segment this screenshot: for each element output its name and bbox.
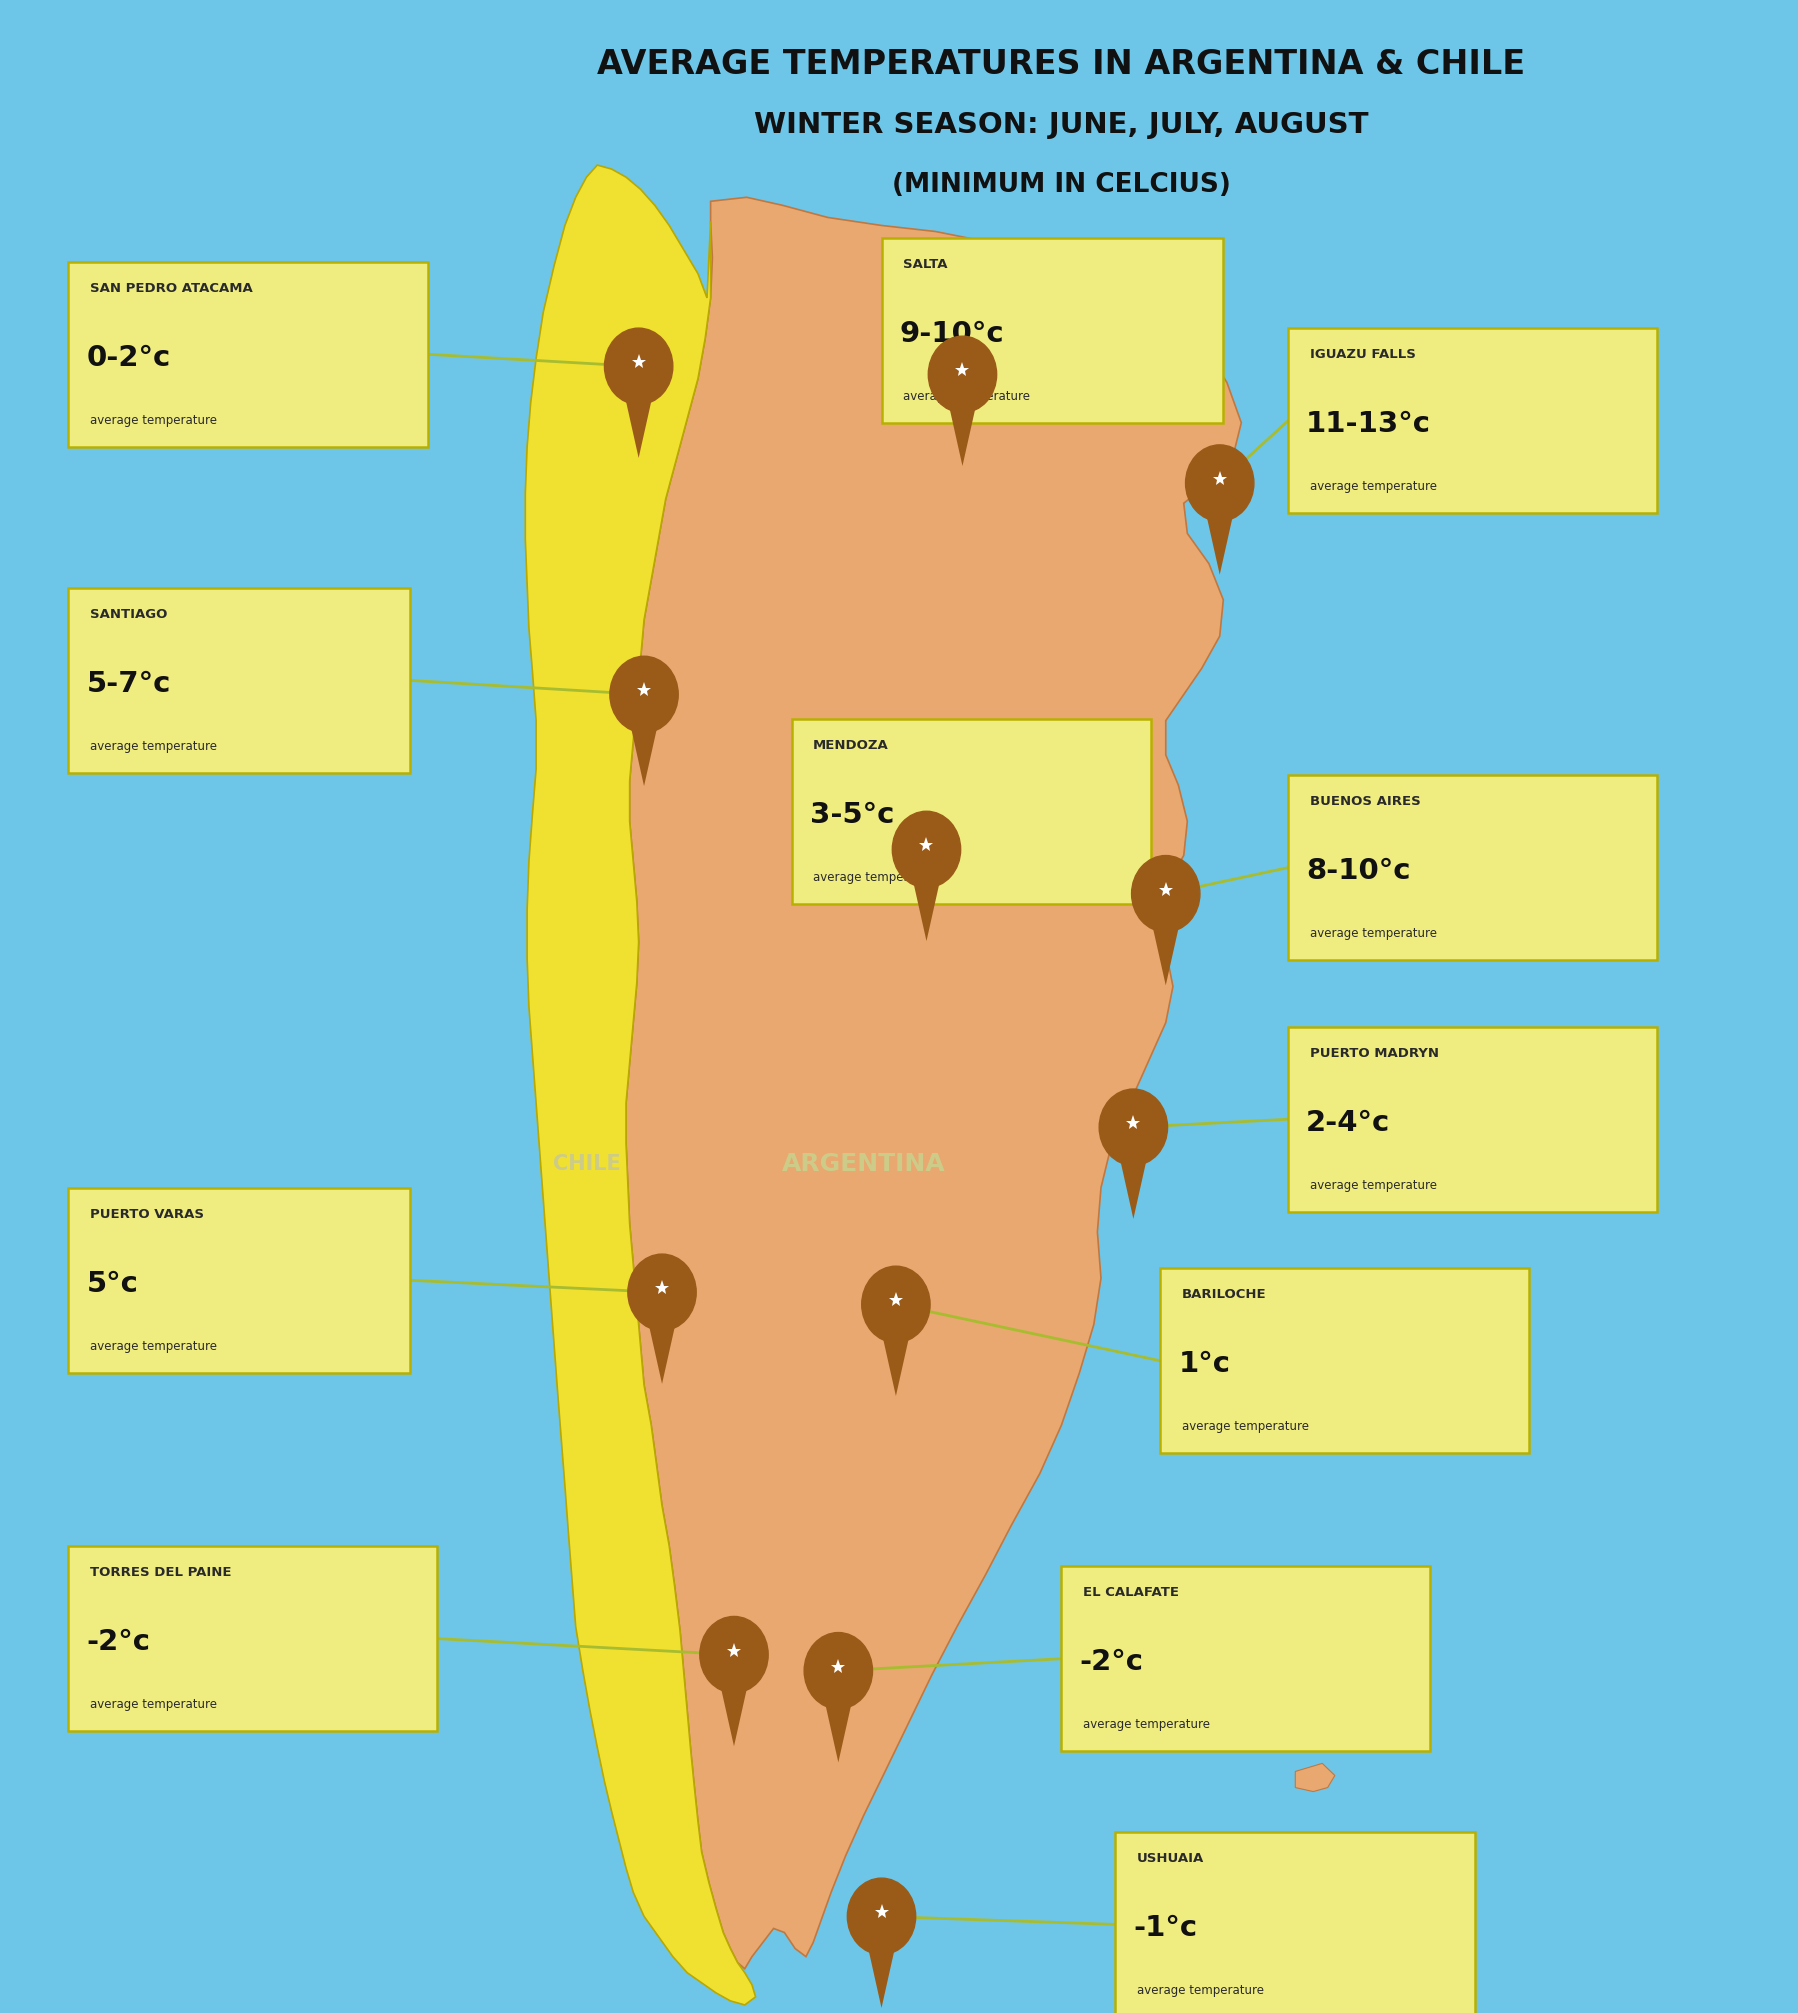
FancyBboxPatch shape [791,719,1151,904]
Text: 0-2°c: 0-2°c [86,344,171,372]
Text: BUENOS AIRES: BUENOS AIRES [1309,795,1420,807]
FancyBboxPatch shape [881,238,1223,423]
Circle shape [892,811,960,888]
Polygon shape [1203,501,1235,576]
Polygon shape [1295,1763,1334,1792]
Text: average temperature: average temperature [1136,1985,1264,1997]
Polygon shape [1149,912,1181,984]
Text: average temperature: average temperature [90,741,218,753]
FancyBboxPatch shape [1287,775,1656,960]
Text: PUERTO MADRYN: PUERTO MADRYN [1309,1047,1438,1059]
Text: -2°c: -2°c [1079,1649,1144,1677]
Text: IGUAZU FALLS: IGUAZU FALLS [1309,348,1415,360]
Polygon shape [717,1673,750,1745]
Text: USHUAIA: USHUAIA [1136,1852,1203,1864]
Text: 5-7°c: 5-7°c [86,670,171,699]
Text: EL CALAFATE: EL CALAFATE [1082,1586,1178,1598]
Text: 3-5°c: 3-5°c [809,801,894,829]
Circle shape [804,1633,872,1709]
Text: SAN PEDRO ATACAMA: SAN PEDRO ATACAMA [90,282,252,294]
FancyBboxPatch shape [68,588,410,773]
Polygon shape [879,1325,912,1397]
Circle shape [610,656,678,733]
Text: 2-4°c: 2-4°c [1305,1109,1390,1137]
Polygon shape [628,713,660,785]
Circle shape [699,1616,768,1693]
Text: TORRES DEL PAINE: TORRES DEL PAINE [90,1566,232,1578]
Circle shape [604,328,672,405]
Text: SALTA: SALTA [903,258,948,270]
Circle shape [1185,445,1253,521]
Text: -1°c: -1°c [1133,1914,1197,1943]
Text: BARILOCHE: BARILOCHE [1181,1288,1266,1300]
Polygon shape [865,1934,897,2007]
Text: CHILE: CHILE [552,1153,620,1174]
Text: 9-10°c: 9-10°c [899,320,1003,348]
FancyBboxPatch shape [1160,1268,1528,1453]
Text: -2°c: -2°c [86,1629,151,1657]
Text: (MINIMUM IN CELCIUS): (MINIMUM IN CELCIUS) [892,173,1230,197]
Circle shape [928,336,996,413]
FancyBboxPatch shape [68,1188,410,1373]
Polygon shape [910,868,942,940]
FancyBboxPatch shape [68,262,428,447]
Circle shape [1099,1089,1167,1166]
FancyBboxPatch shape [1287,1027,1656,1212]
Polygon shape [645,1312,678,1385]
FancyBboxPatch shape [1287,328,1656,513]
Text: AVERAGE TEMPERATURES IN ARGENTINA & CHILE: AVERAGE TEMPERATURES IN ARGENTINA & CHIL… [597,48,1525,81]
Text: 5°c: 5°c [86,1270,138,1298]
Text: SANTIAGO: SANTIAGO [90,608,167,620]
Text: average temperature: average temperature [90,1341,218,1353]
Text: average temperature: average temperature [1309,481,1437,493]
Text: average temperature: average temperature [90,415,218,427]
Text: 11-13°c: 11-13°c [1305,411,1429,439]
FancyBboxPatch shape [1061,1566,1429,1751]
Text: average temperature: average temperature [903,391,1030,403]
Circle shape [847,1878,915,1955]
Text: ARGENTINA: ARGENTINA [782,1151,944,1176]
Text: average temperature: average temperature [1309,1180,1437,1192]
Polygon shape [626,197,1241,1969]
Polygon shape [946,393,978,465]
Circle shape [1131,856,1199,932]
Polygon shape [622,384,654,457]
Circle shape [628,1254,696,1331]
Text: WINTER SEASON: JUNE, JULY, AUGUST: WINTER SEASON: JUNE, JULY, AUGUST [753,111,1368,139]
FancyBboxPatch shape [68,1546,437,1731]
Polygon shape [525,165,755,2005]
Polygon shape [1117,1147,1149,1220]
Text: average temperature: average temperature [90,1699,218,1711]
Text: 8-10°c: 8-10°c [1305,858,1410,886]
Text: 1°c: 1°c [1178,1351,1230,1379]
Text: MENDOZA: MENDOZA [813,739,888,751]
Text: average temperature: average temperature [1082,1719,1210,1731]
Text: average temperature: average temperature [813,872,940,884]
Circle shape [861,1266,930,1343]
Text: PUERTO VARAS: PUERTO VARAS [90,1208,203,1220]
FancyBboxPatch shape [1115,1832,1474,2013]
Text: average temperature: average temperature [1309,928,1437,940]
Polygon shape [822,1689,854,1763]
Text: average temperature: average temperature [1181,1421,1309,1433]
